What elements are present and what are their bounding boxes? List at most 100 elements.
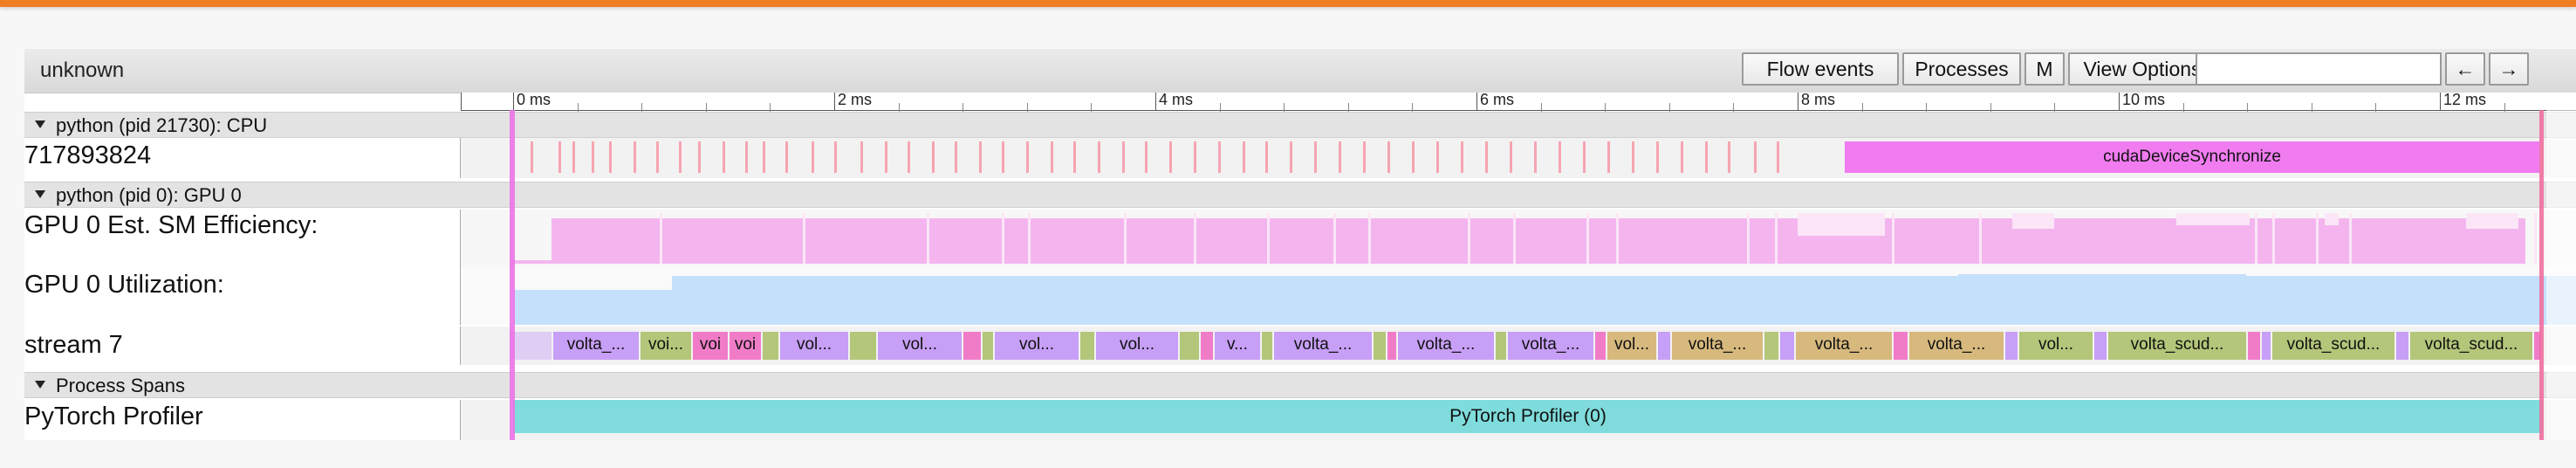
cpu-slice[interactable] (1436, 141, 1439, 173)
kernel-slice[interactable]: volta_... (1508, 332, 1593, 360)
cpu-slice[interactable] (763, 141, 765, 173)
prev-match-button[interactable]: ← (2445, 52, 2485, 86)
kernel-slice[interactable]: volta_scud... (2272, 332, 2394, 360)
cpu-slice[interactable] (908, 141, 910, 173)
cpu-slice[interactable] (785, 141, 788, 173)
range-end-marker[interactable] (2539, 110, 2544, 440)
kernel-slice[interactable]: v... (1215, 332, 1260, 360)
processes-button[interactable]: Processes (1902, 52, 2021, 86)
cpu-slice[interactable] (558, 141, 561, 173)
cpu-slice[interactable] (1265, 141, 1268, 173)
kernel-slice[interactable]: volta_... (553, 332, 639, 360)
cpu-slice[interactable] (1243, 141, 1245, 173)
cpu-slice[interactable] (634, 141, 636, 173)
cpu-slice[interactable] (1607, 141, 1610, 173)
sync-slice[interactable]: cudaDeviceSynchronize (1845, 141, 2539, 173)
cpu-slice[interactable] (1026, 141, 1029, 173)
cpu-slice[interactable] (1705, 141, 1708, 173)
top-accent-bar (0, 0, 2576, 7)
kernel-slice[interactable]: vol... (780, 332, 848, 360)
cpu-slice[interactable] (1363, 141, 1366, 173)
cpu-slice[interactable] (572, 141, 575, 173)
profiler-span[interactable]: PyTorch Profiler (0) (513, 400, 2543, 433)
kernel-slice[interactable]: volta_scud... (2410, 332, 2532, 360)
cpu-slice[interactable] (1169, 141, 1172, 173)
cpu-slice[interactable] (1632, 141, 1634, 173)
cpu-slice[interactable] (1461, 141, 1463, 173)
cpu-slice[interactable] (1534, 141, 1537, 173)
gpu-process-header[interactable]: python (pid 0): GPU 0 (24, 182, 2576, 208)
cpu-slice[interactable] (885, 141, 887, 173)
cpu-slice[interactable] (1194, 141, 1196, 173)
process-spans-header[interactable]: Process Spans (24, 372, 2576, 398)
cpu-slice[interactable] (1098, 141, 1100, 173)
kernel-slice[interactable]: voi (693, 332, 728, 360)
cpu-process-header[interactable]: python (pid 21730): CPU (24, 112, 2576, 138)
stream-kernels: volta_... voi... voi voi vol... vol... v… (461, 332, 2576, 360)
cpu-slice[interactable] (860, 141, 863, 173)
view-options-button[interactable]: View Options (2068, 52, 2216, 86)
cpu-slice[interactable] (812, 141, 814, 173)
metadata-button[interactable]: M (2024, 52, 2065, 86)
cpu-slice[interactable] (592, 141, 594, 173)
kernel-slice[interactable]: volta_... (1274, 332, 1372, 360)
kernel-slice[interactable]: volta_... (1672, 332, 1763, 360)
cpu-slice[interactable] (1412, 141, 1415, 173)
cpu-slice[interactable] (1218, 141, 1221, 173)
cpu-slice[interactable] (1290, 141, 1292, 173)
cpu-slice[interactable] (1510, 141, 1512, 173)
cpu-slice[interactable] (1051, 141, 1053, 173)
cpu-slice[interactable] (723, 141, 725, 173)
cpu-slice[interactable] (834, 141, 837, 173)
sm-efficiency-label: GPU 0 Est. SM Efficiency: (24, 211, 319, 239)
cpu-slice[interactable] (1559, 141, 1561, 173)
cpu-slice[interactable] (1339, 141, 1341, 173)
kernel-slice[interactable]: volta_... (1909, 332, 2004, 360)
find-input[interactable] (2196, 52, 2442, 86)
kernel-slice[interactable]: vol... (1607, 332, 1656, 360)
cpu-slice[interactable] (1002, 141, 1004, 173)
cpu-slice[interactable] (932, 141, 935, 173)
kernel-slice[interactable]: vol... (1096, 332, 1178, 360)
cpu-slice[interactable] (1145, 141, 1148, 173)
flow-events-button[interactable]: Flow events (1742, 52, 1899, 86)
range-start-marker[interactable] (510, 110, 515, 440)
cpu-slice[interactable] (979, 141, 982, 173)
utilization-area[interactable] (513, 290, 2576, 325)
kernel-slice[interactable]: volta_... (1398, 332, 1494, 360)
cpu-slice[interactable] (1656, 141, 1659, 173)
cpu-slice[interactable] (1314, 141, 1317, 173)
collapse-triangle-icon[interactable] (35, 381, 45, 389)
cpu-slice[interactable] (656, 141, 659, 173)
cpu-slice[interactable] (1583, 141, 1586, 173)
cpu-slice[interactable] (1485, 141, 1488, 173)
cpu-slice[interactable] (609, 141, 612, 173)
cpu-slice[interactable] (698, 141, 701, 173)
kernel-slice[interactable]: voi (730, 332, 761, 360)
kernel-slice[interactable]: vol... (995, 332, 1079, 360)
kernel-slice[interactable]: voi... (641, 332, 691, 360)
sm-efficiency-area[interactable] (552, 218, 2525, 264)
cpu-slice[interactable] (1728, 141, 1730, 173)
collapse-triangle-icon[interactable] (35, 120, 45, 128)
cpu-slice[interactable] (1777, 141, 1779, 173)
thread-track: 717893824 (24, 138, 2576, 178)
kernel-slice[interactable]: volta_scud... (2108, 332, 2246, 360)
profiler-label: PyTorch Profiler (24, 403, 203, 430)
kernel-slice[interactable]: vol... (878, 332, 962, 360)
cpu-slice[interactable] (1073, 141, 1076, 173)
gpu-process-label: python (pid 0): GPU 0 (56, 184, 242, 206)
kernel-slice[interactable]: vol... (2019, 332, 2093, 360)
cpu-slice[interactable] (745, 141, 748, 173)
cpu-slice[interactable] (1387, 141, 1390, 173)
cpu-slice[interactable] (1681, 141, 1683, 173)
kernel-slice[interactable]: volta_... (1796, 332, 1892, 360)
collapse-triangle-icon[interactable] (35, 190, 45, 198)
cpu-slice[interactable] (1754, 141, 1757, 173)
cpu-slice[interactable] (679, 141, 682, 173)
next-match-button[interactable]: → (2489, 52, 2529, 86)
cpu-slice[interactable] (955, 141, 957, 173)
stream-track: stream 7 volta_... voi... voi voi vol...… (24, 327, 2576, 365)
cpu-slice[interactable] (531, 141, 533, 173)
cpu-slice[interactable] (1122, 141, 1125, 173)
